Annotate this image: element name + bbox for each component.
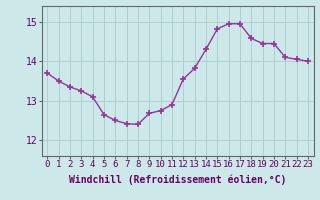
X-axis label: Windchill (Refroidissement éolien,°C): Windchill (Refroidissement éolien,°C) (69, 175, 286, 185)
